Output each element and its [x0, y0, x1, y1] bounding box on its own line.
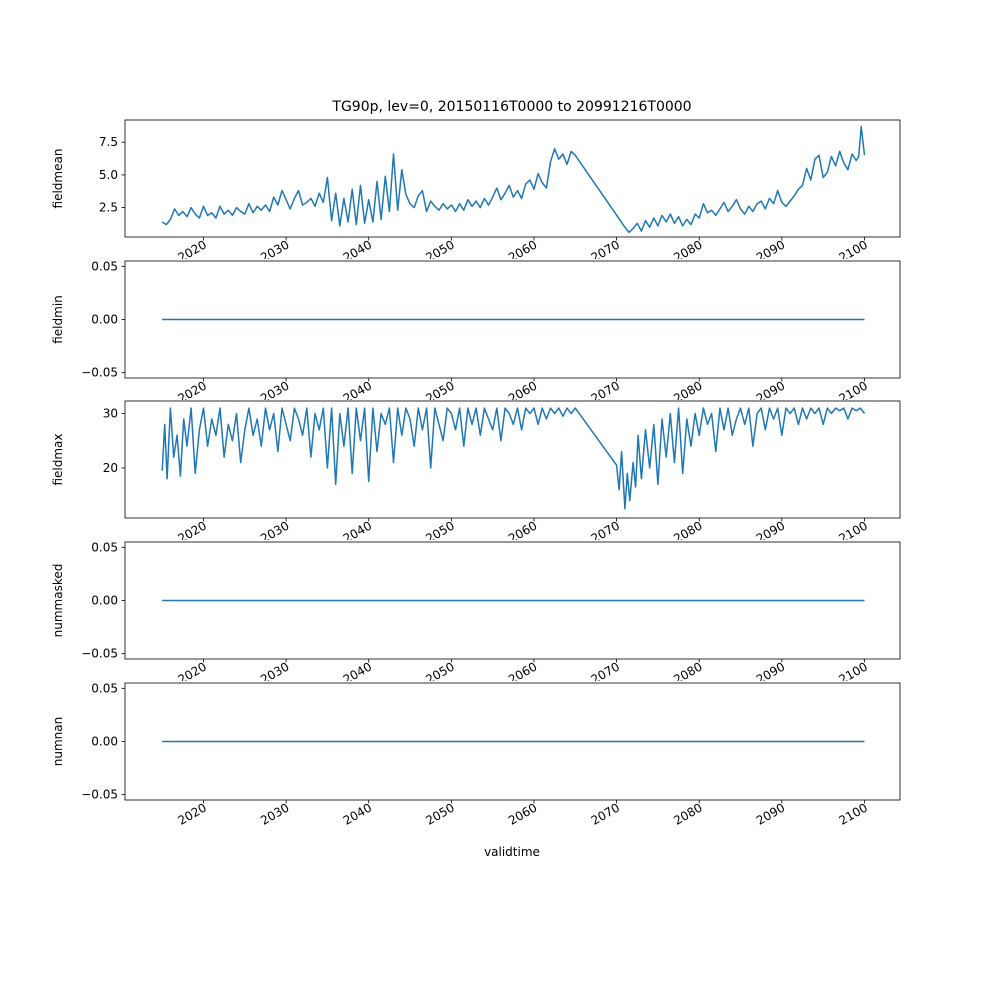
- y-tick-label: 20: [103, 461, 118, 475]
- y-tick-label: 0.05: [91, 259, 118, 273]
- y-tick-label: 30: [103, 407, 118, 421]
- y-tick-label: 0.00: [91, 313, 118, 327]
- y-tick-label: −0.05: [81, 788, 118, 802]
- y-tick-label: 0.05: [91, 540, 118, 554]
- y-tick-label: −0.05: [81, 647, 118, 661]
- y-axis-label-nummasked: nummasked: [51, 564, 65, 638]
- y-axis-label-fieldmean: fieldmean: [51, 149, 65, 209]
- y-tick-label: 0.00: [91, 735, 118, 749]
- series-line-fieldmean: [161, 125, 866, 234]
- y-axis-label-fieldmax: fieldmax: [51, 433, 65, 485]
- subplot-frame: [124, 119, 901, 238]
- x-axis-label: validtime: [484, 845, 540, 859]
- y-tick-label: 2.5: [99, 201, 118, 215]
- y-tick-label: 0.05: [91, 681, 118, 695]
- figure-title: TG90p, lev=0, 20150116T0000 to 20991216T…: [331, 99, 691, 115]
- y-tick-label: 7.5: [99, 135, 118, 149]
- y-tick-label: 0.00: [91, 594, 118, 608]
- y-axis-label-fieldmin: fieldmin: [51, 295, 65, 344]
- y-axis-label-numnan: numnan: [51, 717, 65, 766]
- y-tick-label: 5.0: [99, 168, 118, 182]
- series-line-fieldmax: [161, 407, 866, 510]
- subplot-frame: [124, 400, 901, 519]
- y-tick-label: −0.05: [81, 366, 118, 380]
